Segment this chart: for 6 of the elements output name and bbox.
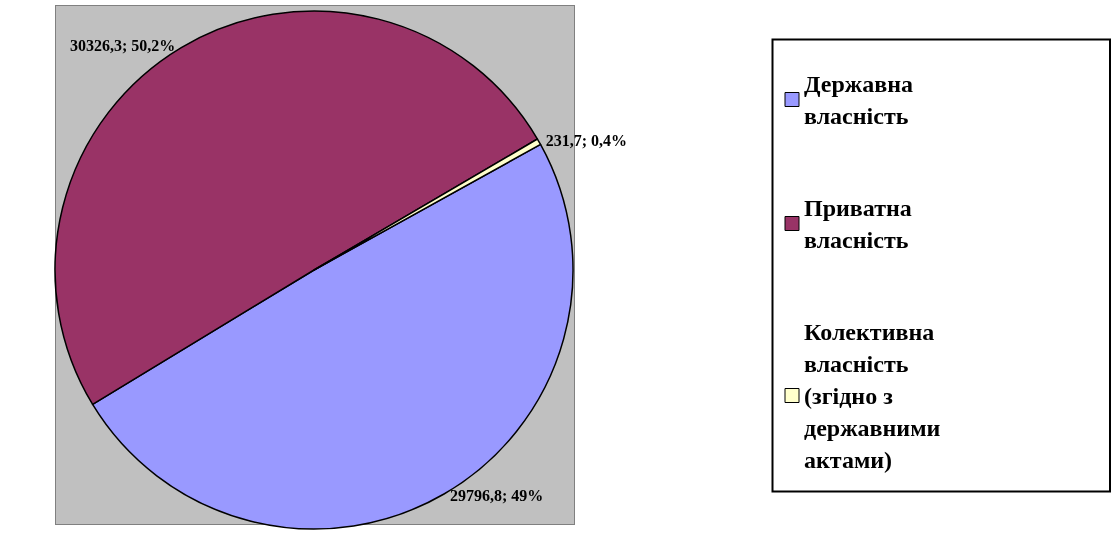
data-label: 29796,8; 49%	[450, 487, 544, 505]
legend-label: Колективна власність (згідно з державними актами)	[804, 318, 947, 473]
legend-label: Приватна власність	[804, 194, 918, 253]
data-label: 231,7; 0,4%	[545, 132, 628, 150]
data-label: 30326,3; 50,2%	[69, 37, 176, 55]
legend-label: Державна власність	[804, 70, 919, 129]
